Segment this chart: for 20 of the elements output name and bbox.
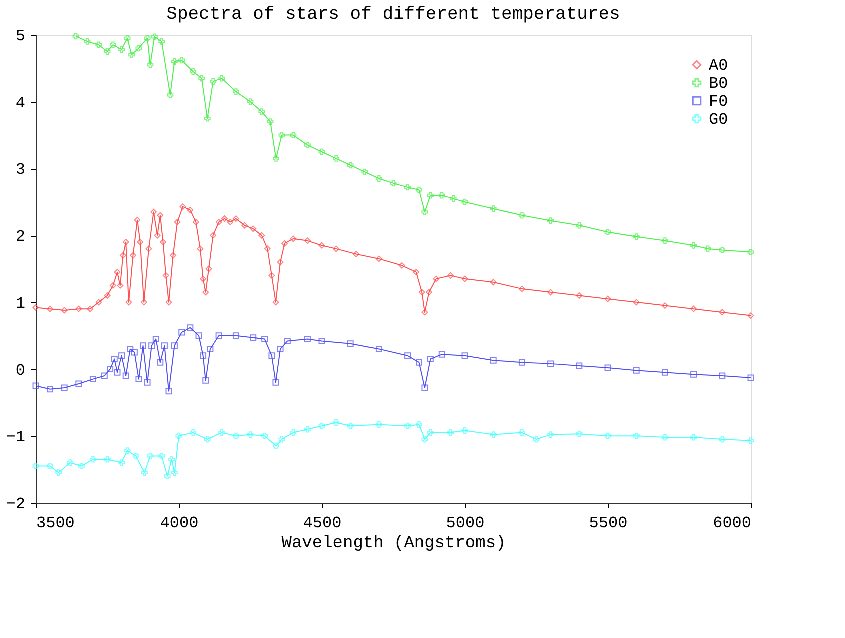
y-tick-label: 0: [16, 362, 26, 380]
x-tick-label: 4500: [303, 514, 342, 532]
y-tick-label: 2: [16, 228, 26, 246]
legend-label: F0: [709, 93, 728, 111]
legend-label: G0: [709, 111, 728, 129]
x-axis-title: Wavelength (Angstroms): [282, 534, 506, 554]
chart-title: Spectra of stars of different temperatures: [166, 5, 620, 25]
y-tick-label: 5: [16, 28, 26, 46]
x-tick-label: 6000: [713, 514, 752, 532]
x-tick-label: 5000: [446, 514, 485, 532]
y-tick-label: −1: [6, 428, 26, 447]
legend-label: A0: [709, 57, 728, 75]
y-tick-label: −2: [6, 496, 26, 514]
y-tick-label: 1: [16, 294, 26, 313]
legend-label: B0: [709, 75, 728, 93]
x-tick-label: 3500: [36, 514, 75, 532]
y-tick-label: 4: [16, 94, 26, 112]
x-tick-label: 5500: [589, 514, 628, 532]
x-tick-label: 4000: [160, 514, 199, 532]
y-tick-label: 3: [16, 161, 26, 180]
